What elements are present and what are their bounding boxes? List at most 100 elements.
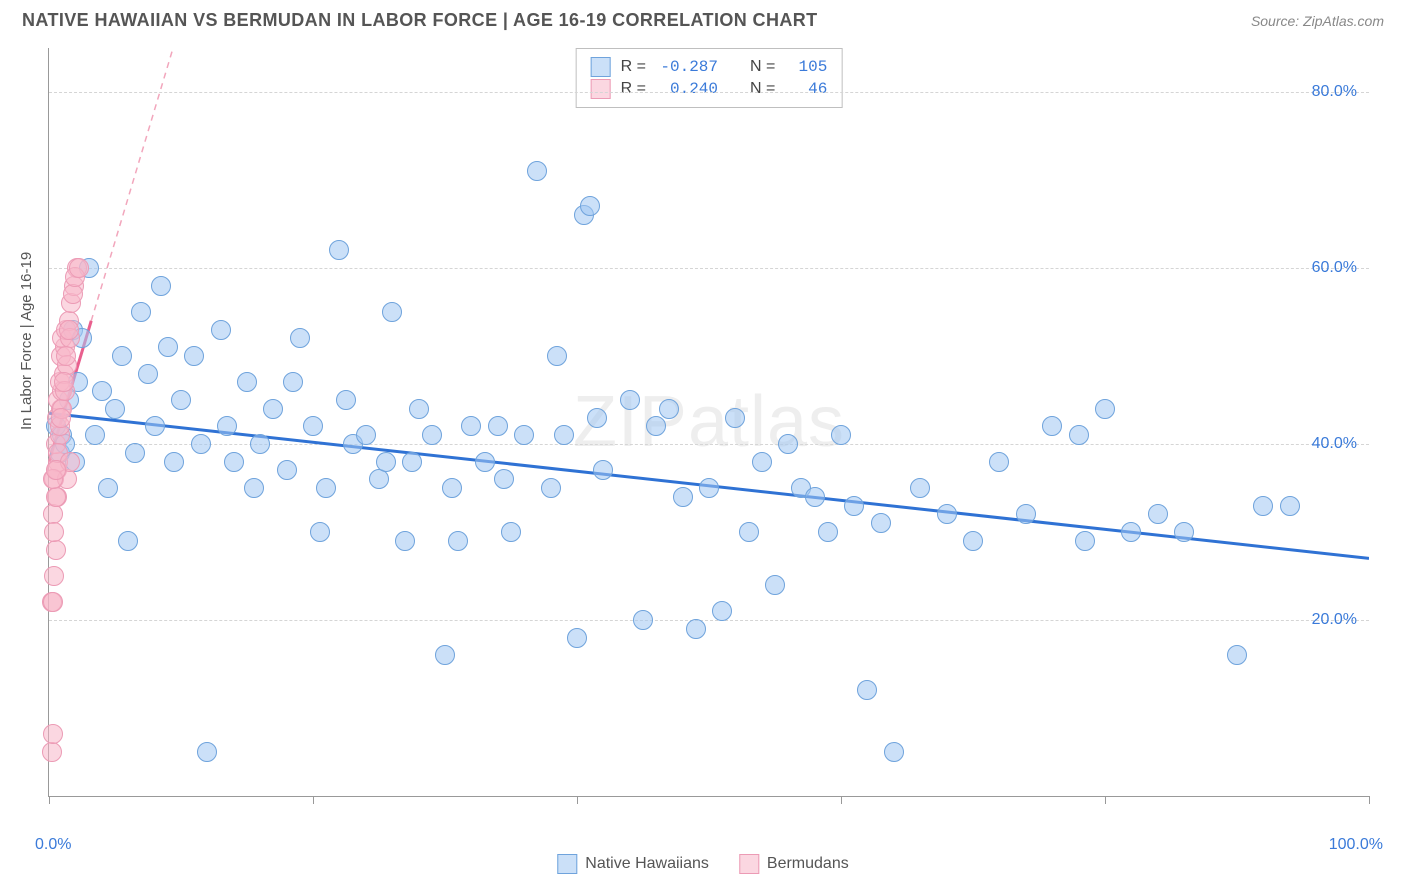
data-point [145,416,165,436]
x-tick-label: 0.0% [35,836,71,854]
correlation-stats-box: R = -0.287 N = 105 R = 0.240 N = 46 [576,48,843,108]
data-point [527,161,547,181]
data-point [44,522,64,542]
data-point [1227,645,1247,665]
data-point [356,425,376,445]
data-point [712,601,732,621]
data-point [151,276,171,296]
data-point [197,742,217,762]
chart-title: NATIVE HAWAIIAN VS BERMUDAN IN LABOR FOR… [22,10,818,31]
data-point [567,628,587,648]
y-tick-label: 20.0% [1312,611,1357,629]
data-point [547,346,567,366]
data-point [818,522,838,542]
data-point [739,522,759,542]
data-point [158,337,178,357]
legend-label: Bermudans [767,855,849,873]
data-point [963,531,983,551]
trendline-extension [91,48,207,321]
data-point [580,196,600,216]
data-point [633,610,653,630]
y-tick-label: 40.0% [1312,435,1357,453]
data-point [1075,531,1095,551]
data-point [131,302,151,322]
data-point [765,575,785,595]
data-point [989,452,1009,472]
gridline [49,444,1369,445]
data-point [329,240,349,260]
data-point [422,425,442,445]
data-point [43,592,63,612]
data-point [59,320,79,340]
x-tick [1105,796,1106,804]
data-point [937,504,957,524]
series-legend: Native Hawaiians Bermudans [557,854,848,874]
data-point [554,425,574,445]
data-point [69,258,89,278]
data-point [112,346,132,366]
legend-item: Native Hawaiians [557,854,709,874]
x-tick [577,796,578,804]
plot-area: ZIPatlas R = -0.287 N = 105 R = 0.240 N … [48,48,1369,797]
data-point [184,346,204,366]
data-point [725,408,745,428]
r-label: R = [621,58,646,76]
r-label: R = [621,80,646,98]
data-point [699,478,719,498]
data-point [1069,425,1089,445]
data-point [171,390,191,410]
gridline [49,92,1369,93]
x-tick-label: 100.0% [1329,836,1383,854]
data-point [514,425,534,445]
data-point [1042,416,1062,436]
data-point [224,452,244,472]
data-point [85,425,105,445]
data-point [620,390,640,410]
n-label: N = [750,58,775,76]
data-point [125,443,145,463]
data-point [105,399,125,419]
data-point [778,434,798,454]
data-point [673,487,693,507]
data-point [211,320,231,340]
legend-label: Native Hawaiians [585,855,709,873]
data-point [409,399,429,419]
data-point [43,724,63,744]
data-point [395,531,415,551]
data-point [646,416,666,436]
data-point [290,328,310,348]
r-value: 0.240 [656,80,718,98]
data-point [494,469,514,489]
data-point [310,522,330,542]
data-point [376,452,396,472]
x-tick [49,796,50,804]
data-point [541,478,561,498]
stats-row: R = 0.240 N = 46 [591,79,828,99]
data-point [46,487,66,507]
trendlines-layer [49,48,1369,796]
data-point [118,531,138,551]
data-point [686,619,706,639]
data-point [277,460,297,480]
data-point [805,487,825,507]
data-point [1095,399,1115,419]
data-point [448,531,468,551]
data-point [191,434,211,454]
data-point [402,452,422,472]
y-tick-label: 60.0% [1312,259,1357,277]
data-point [1148,504,1168,524]
data-point [857,680,877,700]
data-point [593,460,613,480]
data-point [752,452,772,472]
data-point [263,399,283,419]
gridline [49,620,1369,621]
x-tick [1369,796,1370,804]
data-point [871,513,891,533]
data-point [910,478,930,498]
y-tick-label: 80.0% [1312,83,1357,101]
data-point [1016,504,1036,524]
data-point [659,399,679,419]
data-point [138,364,158,384]
data-point [244,478,264,498]
data-point [92,381,112,401]
